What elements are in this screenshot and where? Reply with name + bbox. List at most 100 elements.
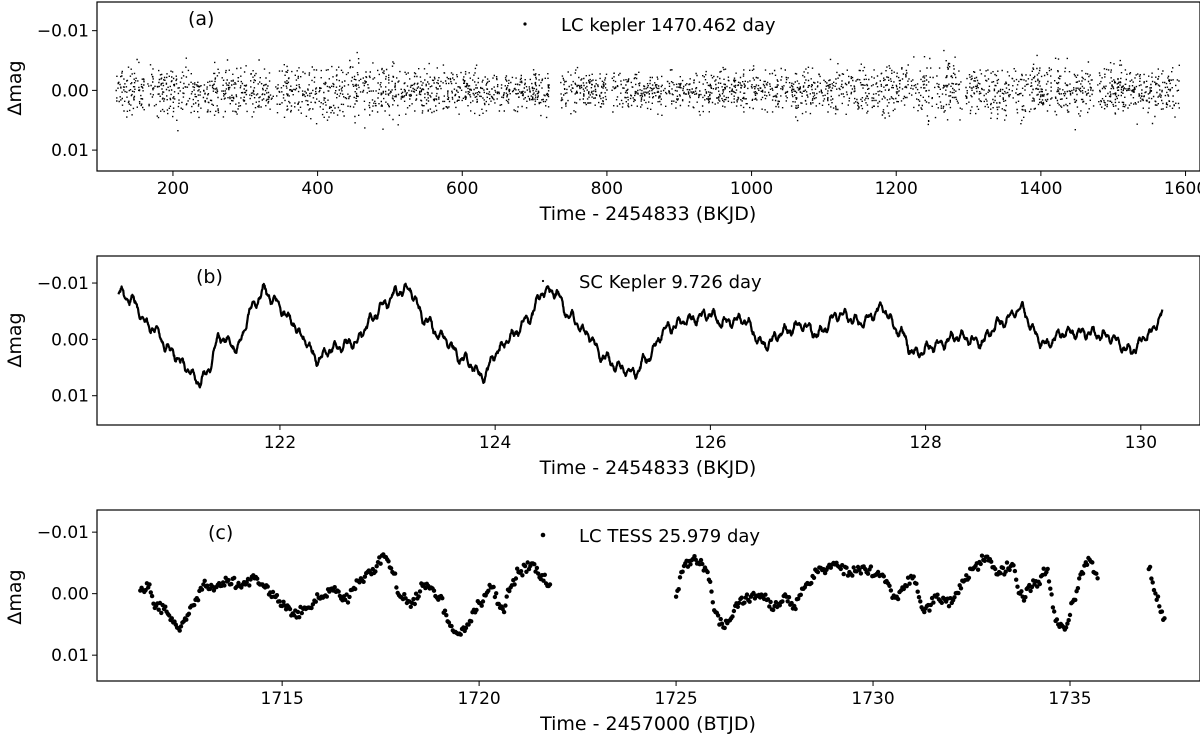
panel-b-series-line xyxy=(117,282,1164,389)
panel-b-y-axis-label: Δmag xyxy=(4,312,26,367)
panel-c-point xyxy=(841,571,846,577)
panel-c-point xyxy=(277,599,282,604)
panel-c-point xyxy=(347,594,352,600)
panel-c-x-tick-label: 1715 xyxy=(261,689,304,709)
panel-c-point xyxy=(888,588,894,593)
panel-c-point xyxy=(1073,597,1078,603)
panel-c-point xyxy=(935,592,940,597)
panel-a-x-tick-label: 800 xyxy=(591,179,623,199)
panel-c-x-tick-label: 1720 xyxy=(457,689,500,709)
panel-c-point xyxy=(147,582,152,587)
panel-c-point xyxy=(361,579,366,584)
panel-c-point xyxy=(167,613,172,618)
panel-c-point xyxy=(722,625,727,631)
panel-c-point xyxy=(946,604,952,609)
panel-c-point xyxy=(480,599,486,604)
panel-c-point xyxy=(782,592,788,597)
panel-c-point xyxy=(865,571,871,576)
panel-c-point xyxy=(192,602,197,608)
panel-c-point xyxy=(184,617,189,622)
panel-c-point xyxy=(1028,588,1033,594)
panel-c-point xyxy=(491,584,496,590)
panel-c-point xyxy=(269,594,274,600)
panel-c-point xyxy=(915,589,920,594)
panel-c-point xyxy=(299,610,304,616)
panel-c-point xyxy=(345,600,351,605)
panel-c-point xyxy=(431,588,437,593)
panel-c-point xyxy=(474,607,479,613)
panel-c-point xyxy=(958,586,964,591)
panel-c-point xyxy=(677,575,683,580)
panel-c-point xyxy=(255,576,260,581)
panel-c-point xyxy=(911,574,916,579)
panel-c-point xyxy=(956,590,961,596)
panel-c-point xyxy=(417,589,423,594)
panel-c-point xyxy=(718,616,723,622)
panel-a-x-tick-label: 200 xyxy=(157,179,189,199)
panel-a-x-tick-label: 1000 xyxy=(730,179,773,199)
panel-c-x-ticks: 1715 1720 1725 1730 1735 xyxy=(261,681,1092,709)
panel-c-point xyxy=(518,569,524,574)
panel-c-point xyxy=(822,570,828,576)
panel-c-point xyxy=(1149,576,1154,581)
panel-c-point xyxy=(709,589,714,594)
panel-c-point xyxy=(1000,565,1006,571)
panel-c-point xyxy=(403,596,408,601)
panel-c-y-tick-label: −0.01 xyxy=(37,523,89,543)
panel-c-point xyxy=(708,579,713,584)
panel-c-point xyxy=(971,565,977,570)
panel-c-point xyxy=(408,604,413,609)
panel-c-point xyxy=(918,599,923,604)
panel-c-point xyxy=(844,565,849,570)
panel-c-point xyxy=(526,566,532,572)
panel-a-points xyxy=(115,49,1180,132)
panel-c-point xyxy=(513,576,519,581)
panel-a-y-tick-label: 0.00 xyxy=(51,81,89,101)
panel-b-y-tick-label: −0.01 xyxy=(37,274,89,294)
panel-c-point xyxy=(388,566,394,571)
panel-c-tag: (c) xyxy=(208,522,233,544)
panel-c-point xyxy=(525,560,530,565)
panel-c-point xyxy=(887,583,892,588)
panel-a-x-tick-label: 1400 xyxy=(1019,179,1062,199)
panel-c-point xyxy=(541,578,546,583)
panel-c-point xyxy=(704,568,709,573)
panel-a-x-tick-label: 1200 xyxy=(875,179,918,199)
panel-a: 200 400 600 800 1000 1200 1400 1600 −0.01 0.00 0.… xyxy=(4,1,1200,225)
panel-c-point xyxy=(440,596,445,601)
panel-c-point xyxy=(499,604,504,609)
panel-c-point xyxy=(802,585,807,590)
panel-c-point xyxy=(492,594,498,600)
panel-c-point xyxy=(507,588,512,594)
panel-c-point xyxy=(939,600,944,605)
panel-c-point xyxy=(793,606,798,612)
panel-c-point xyxy=(1090,560,1095,565)
panel-c-point xyxy=(1054,617,1060,622)
panel-b-series xyxy=(117,282,1164,389)
panel-c-point xyxy=(205,583,210,588)
panel-c-point xyxy=(1021,598,1027,603)
panel-c-point xyxy=(698,557,704,563)
panel-c-point xyxy=(512,582,517,587)
panel-c-point xyxy=(148,590,153,595)
panel-a-y-ticks: −0.01 0.00 0.01 xyxy=(37,22,97,161)
panel-b-y-ticks: −0.01 0.00 0.01 xyxy=(37,274,97,407)
panel-c-point xyxy=(838,566,843,572)
panel-c-point xyxy=(916,595,922,600)
panel-c-point xyxy=(374,564,379,569)
panel-c-point xyxy=(151,601,156,606)
panel-c-point xyxy=(814,568,819,574)
panel-c-point xyxy=(1037,581,1043,587)
panel-c-point xyxy=(1095,576,1100,581)
panel-c-point xyxy=(353,586,358,592)
panel-c-point xyxy=(515,566,520,571)
panel-c-point xyxy=(1045,566,1050,572)
panel-c-point xyxy=(222,583,227,588)
panel-c-points xyxy=(138,552,1167,637)
panel-c-point xyxy=(373,569,378,574)
panel-b: 122 124 126 128 130 −0.01 0.00 0.01 (b) SC Kep… xyxy=(4,255,1200,479)
panel-c-x-axis-label: Time - 2457000 (BTJD) xyxy=(539,713,756,735)
panel-b-y-tick-label: 0.00 xyxy=(51,330,89,350)
panel-b-x-tick-label: 128 xyxy=(909,433,941,453)
